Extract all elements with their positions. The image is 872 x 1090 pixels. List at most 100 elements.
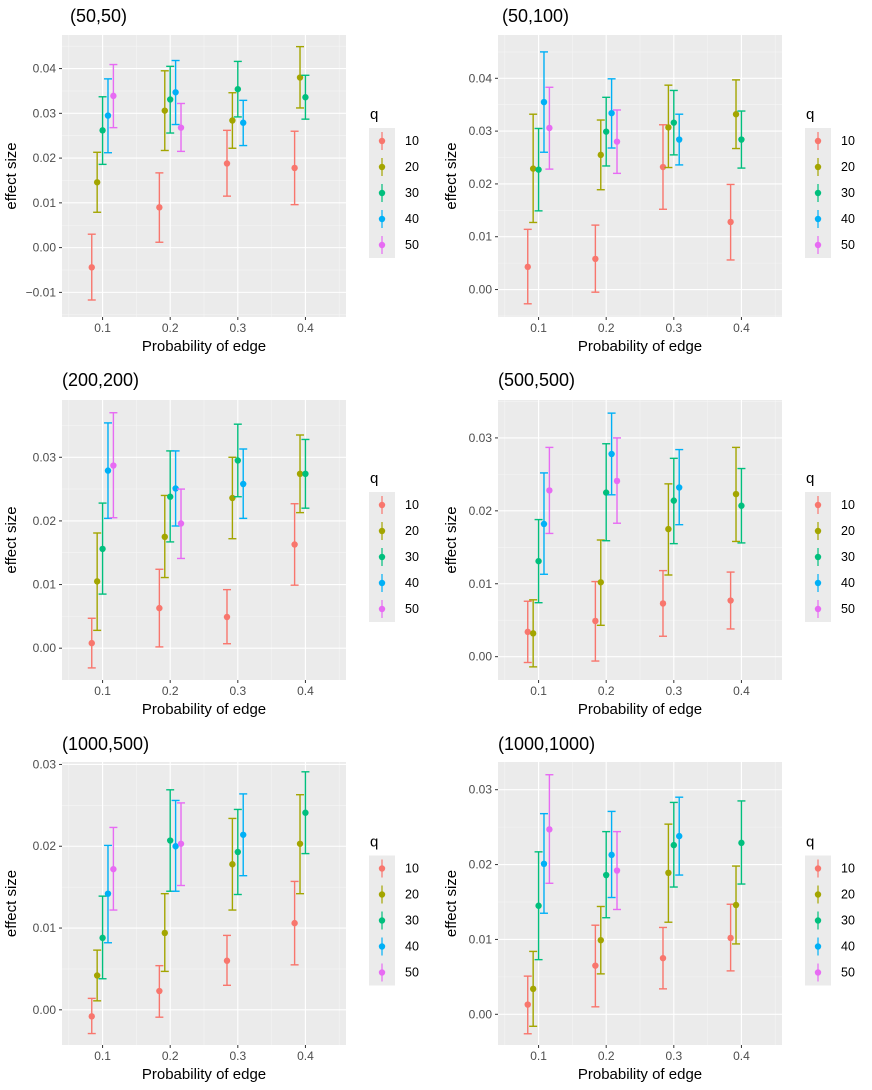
legend-key-point <box>814 527 822 535</box>
data-point <box>104 112 112 119</box>
legend-item: 40 <box>369 933 419 960</box>
legend-item: 40 <box>805 206 855 232</box>
data-point <box>172 843 179 850</box>
x-tick-label: 0.1 <box>530 321 547 335</box>
data-point <box>665 869 672 877</box>
x-axis-title: Probability of edge <box>578 1066 702 1083</box>
legend-item: 10 <box>369 128 419 154</box>
legend: q 10 20 30 40 50 <box>805 470 855 622</box>
data-point <box>296 470 304 478</box>
legend-label: 10 <box>405 862 419 876</box>
legend: q 10 20 30 40 50 <box>369 470 419 622</box>
legend-title: q <box>806 106 814 123</box>
legend-label: 50 <box>405 602 419 616</box>
data-point <box>738 136 745 143</box>
data-point <box>535 557 542 565</box>
legend-key-point <box>378 865 386 872</box>
data-point <box>659 954 667 962</box>
legend-key-point <box>814 891 822 898</box>
legend-item: 10 <box>805 492 855 518</box>
data-point <box>223 160 231 167</box>
data-point <box>529 630 537 637</box>
x-axis-title: Probability of edge <box>578 338 702 355</box>
legend-item: 20 <box>369 881 419 908</box>
data-point <box>659 163 667 171</box>
data-point <box>234 85 242 93</box>
data-point <box>546 124 553 132</box>
legend-key-point <box>814 553 822 561</box>
x-tick-label: 0.2 <box>598 321 615 335</box>
data-point <box>592 255 599 263</box>
legend-label: 30 <box>405 186 419 200</box>
x-tick-label: 0.2 <box>162 684 179 698</box>
y-tick-label: 0.02 <box>469 858 493 872</box>
legend-item: 20 <box>805 881 855 908</box>
legend-item: 30 <box>369 544 419 570</box>
x-tick-label: 0.2 <box>162 321 179 335</box>
data-point <box>229 117 236 124</box>
legend-key-point <box>378 137 386 145</box>
x-tick-label: 0.2 <box>162 1049 179 1063</box>
legend-label: 50 <box>405 966 419 980</box>
data-point <box>99 934 106 942</box>
data-point <box>613 867 621 874</box>
panel-title: (1000,1000) <box>498 734 595 754</box>
legend-item: 40 <box>805 570 855 596</box>
x-tick-label: 0.4 <box>297 684 314 698</box>
legend-key-point <box>378 527 386 535</box>
data-point <box>93 972 101 979</box>
legend-label: 20 <box>405 888 419 902</box>
chart-panel: 0.00 0.01 0.02 0.03 0.1 0.2 0.3 0.4 (1000,500) Pr… <box>3 734 419 1083</box>
legend-item: 40 <box>369 570 419 596</box>
y-tick-label: 0.01 <box>33 578 57 592</box>
legend-label: 10 <box>841 134 855 148</box>
legend-key-point <box>378 241 386 249</box>
data-point <box>166 837 174 844</box>
x-tick-label: 0.4 <box>733 684 750 698</box>
data-point <box>732 490 740 498</box>
x-tick-label: 0.3 <box>665 321 682 335</box>
data-point <box>665 525 672 533</box>
data-point <box>223 957 231 964</box>
x-axis-title: Probability of edge <box>142 1066 266 1083</box>
data-point <box>161 929 168 937</box>
y-axis-title: effect size <box>443 870 460 937</box>
legend-key-point <box>814 969 822 976</box>
legend-key-point <box>378 215 386 223</box>
legend-key-point <box>814 865 822 872</box>
x-axis-title: Probability of edge <box>578 701 702 718</box>
y-tick-label: 0.00 <box>469 650 493 664</box>
data-point <box>540 98 548 106</box>
legend-key-point <box>378 917 386 924</box>
legend-label: 30 <box>841 550 855 564</box>
legend-item: 50 <box>369 232 419 258</box>
x-tick-label: 0.4 <box>297 1049 314 1063</box>
data-point <box>602 871 610 879</box>
y-tick-label: 0.03 <box>469 124 493 138</box>
legend-key-point <box>814 501 822 509</box>
y-tick-label: 0.00 <box>33 241 57 255</box>
data-point <box>156 987 163 995</box>
panel-title: (200,200) <box>62 370 139 390</box>
data-point <box>156 604 163 612</box>
legend-item: 20 <box>369 518 419 544</box>
chart-panel: 0.00 0.01 0.02 0.03 0.1 0.2 0.3 0.4 (1000,1000) P… <box>443 734 855 1083</box>
x-tick-label: 0.1 <box>530 684 547 698</box>
legend-label: 50 <box>841 966 855 980</box>
data-point <box>727 597 734 604</box>
y-tick-label: 0.00 <box>33 1003 57 1017</box>
legend-label: 40 <box>841 576 855 590</box>
x-tick-label: 0.3 <box>229 321 246 335</box>
legend-label: 50 <box>841 602 855 616</box>
y-tick-label: 0.02 <box>469 504 493 518</box>
data-point <box>110 462 117 469</box>
data-point <box>161 107 168 114</box>
data-point <box>670 119 678 126</box>
legend-item: 20 <box>805 154 855 180</box>
data-point <box>240 831 247 838</box>
y-tick-label: −0.01 <box>26 285 57 299</box>
legend: q 10 20 30 40 50 <box>805 106 855 258</box>
data-point <box>524 628 531 636</box>
data-point <box>602 128 610 135</box>
